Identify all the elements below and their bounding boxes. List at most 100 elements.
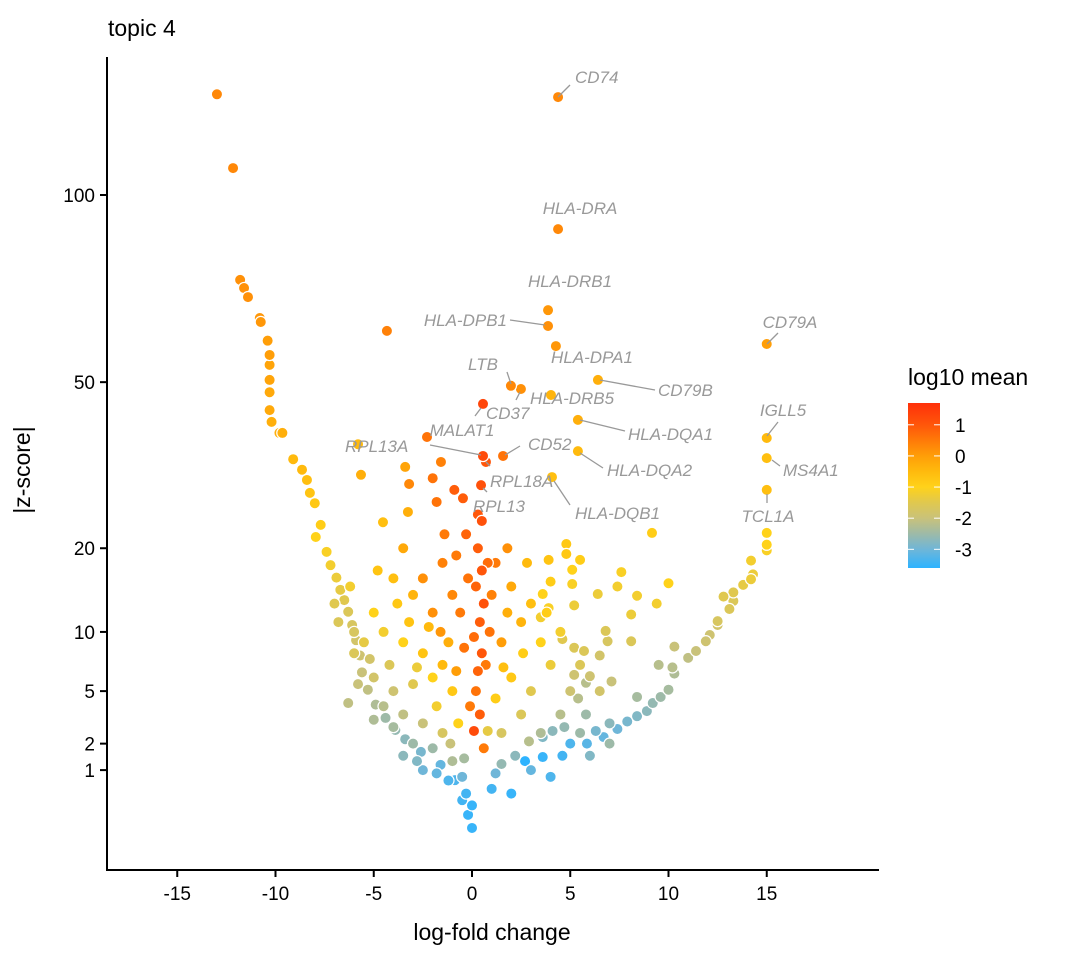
gene-point: [263, 386, 276, 399]
gene-point: [446, 754, 459, 768]
gene-point: [514, 708, 528, 721]
gene-point: [556, 749, 569, 762]
gene-point: [263, 373, 276, 387]
gene-point: [564, 737, 577, 750]
gene-point: [457, 752, 471, 765]
gene-point: [699, 635, 713, 648]
gene-point: [566, 577, 579, 591]
gene-point: [760, 538, 773, 551]
gene-point: [583, 749, 597, 762]
gene-point: [489, 692, 502, 705]
legend-tick-label: -2: [955, 509, 972, 530]
gene-label: RPL13A: [345, 437, 408, 456]
gene-label: CD74: [575, 68, 618, 87]
gene-point-hla-dpa1: [549, 339, 563, 353]
gene-point: [347, 625, 361, 639]
gene-point: [376, 516, 390, 529]
gene-point: [483, 625, 496, 639]
gene-point: [624, 608, 638, 621]
gene-point: [461, 572, 475, 585]
gene-point: [380, 324, 394, 338]
gene-point: [436, 556, 449, 570]
gene-point: [577, 644, 591, 658]
gene-point: [580, 737, 594, 750]
gene-point: [377, 700, 390, 713]
gene-point: [593, 684, 606, 698]
gene-point: [324, 558, 337, 572]
y-tick-label: 20: [74, 539, 95, 560]
gene-point-rpl13a: [476, 449, 490, 463]
gene-point: [668, 640, 681, 653]
gene-point: [254, 315, 267, 329]
gene-point: [410, 661, 424, 674]
gene-point: [591, 587, 604, 601]
gene-point: [442, 636, 455, 649]
gene-point: [560, 547, 573, 561]
gene-label: HLA-DRB5: [530, 389, 615, 408]
gene-point: [652, 658, 665, 672]
gene-point-cd79b: [591, 373, 605, 387]
gene-point: [351, 438, 365, 451]
gene-label: RPL13: [473, 497, 526, 516]
x-tick-label: -10: [262, 884, 289, 905]
label-leader-line: [506, 371, 512, 385]
gene-point: [621, 715, 634, 728]
gene-point-hla-dra: [551, 222, 565, 236]
gene-point: [463, 700, 477, 713]
gene-point: [514, 615, 528, 629]
gene-point: [430, 767, 443, 780]
gene-point: [442, 774, 455, 787]
gene-point: [371, 564, 384, 577]
gene-point: [426, 472, 439, 485]
gene-point: [489, 767, 502, 780]
gene-point: [314, 518, 327, 532]
gene-point: [342, 605, 355, 618]
gene-point: [666, 661, 679, 674]
gene-point: [654, 690, 667, 704]
gene-point: [276, 426, 289, 440]
gene-point: [383, 658, 396, 672]
gene-point: [436, 726, 449, 740]
gene-point: [397, 749, 410, 762]
gene-point: [355, 666, 369, 679]
gene-labels-layer: CD74 HLA-DRA HLA-DRB1 HLA-DPB1 HLA-DPA1 CD79A…: [345, 68, 839, 526]
gene-point: [630, 589, 644, 602]
gene-point: [406, 588, 420, 602]
label-leader-line: [766, 332, 779, 345]
gene-point: [630, 690, 644, 704]
label-leader-line: [509, 319, 546, 326]
gene-point-hla-dqa1: [571, 413, 585, 427]
gene-point: [475, 647, 489, 660]
gene-point: [554, 708, 567, 721]
gene-label: RPL18A: [490, 472, 553, 491]
label-leader-line: [482, 487, 488, 493]
legend-tick-label: 0: [955, 447, 966, 468]
gene-point: [422, 620, 435, 634]
gene-point: [379, 711, 392, 725]
gene-point: [485, 782, 498, 796]
gene-point: [495, 726, 508, 740]
gene-point: [497, 661, 510, 674]
gene-point: [367, 713, 380, 726]
y-ticks: 1 2 5 10 20 50 100: [63, 186, 107, 782]
gene-point: [210, 88, 224, 101]
gene-point: [469, 580, 483, 593]
gene-point-tcl1a: [760, 483, 773, 497]
gene-point: [723, 602, 736, 616]
y-tick-label: 2: [84, 735, 95, 756]
legend-ticks: 1 0 -1 -2 -3: [908, 416, 972, 561]
gene-point-ltb: [504, 379, 518, 392]
gene-point: [448, 483, 461, 497]
gene-point: [475, 564, 489, 577]
gene-point: [402, 615, 416, 629]
gene-point: [402, 477, 416, 491]
gene-point: [416, 647, 430, 660]
gene-point: [446, 684, 459, 698]
gene-point: [426, 742, 439, 755]
gene-point: [605, 675, 618, 688]
gene-point: [544, 770, 557, 784]
gene-point: [536, 750, 549, 764]
gene-point: [495, 636, 508, 649]
gene-point: [363, 652, 377, 666]
gene-point: [459, 787, 473, 800]
